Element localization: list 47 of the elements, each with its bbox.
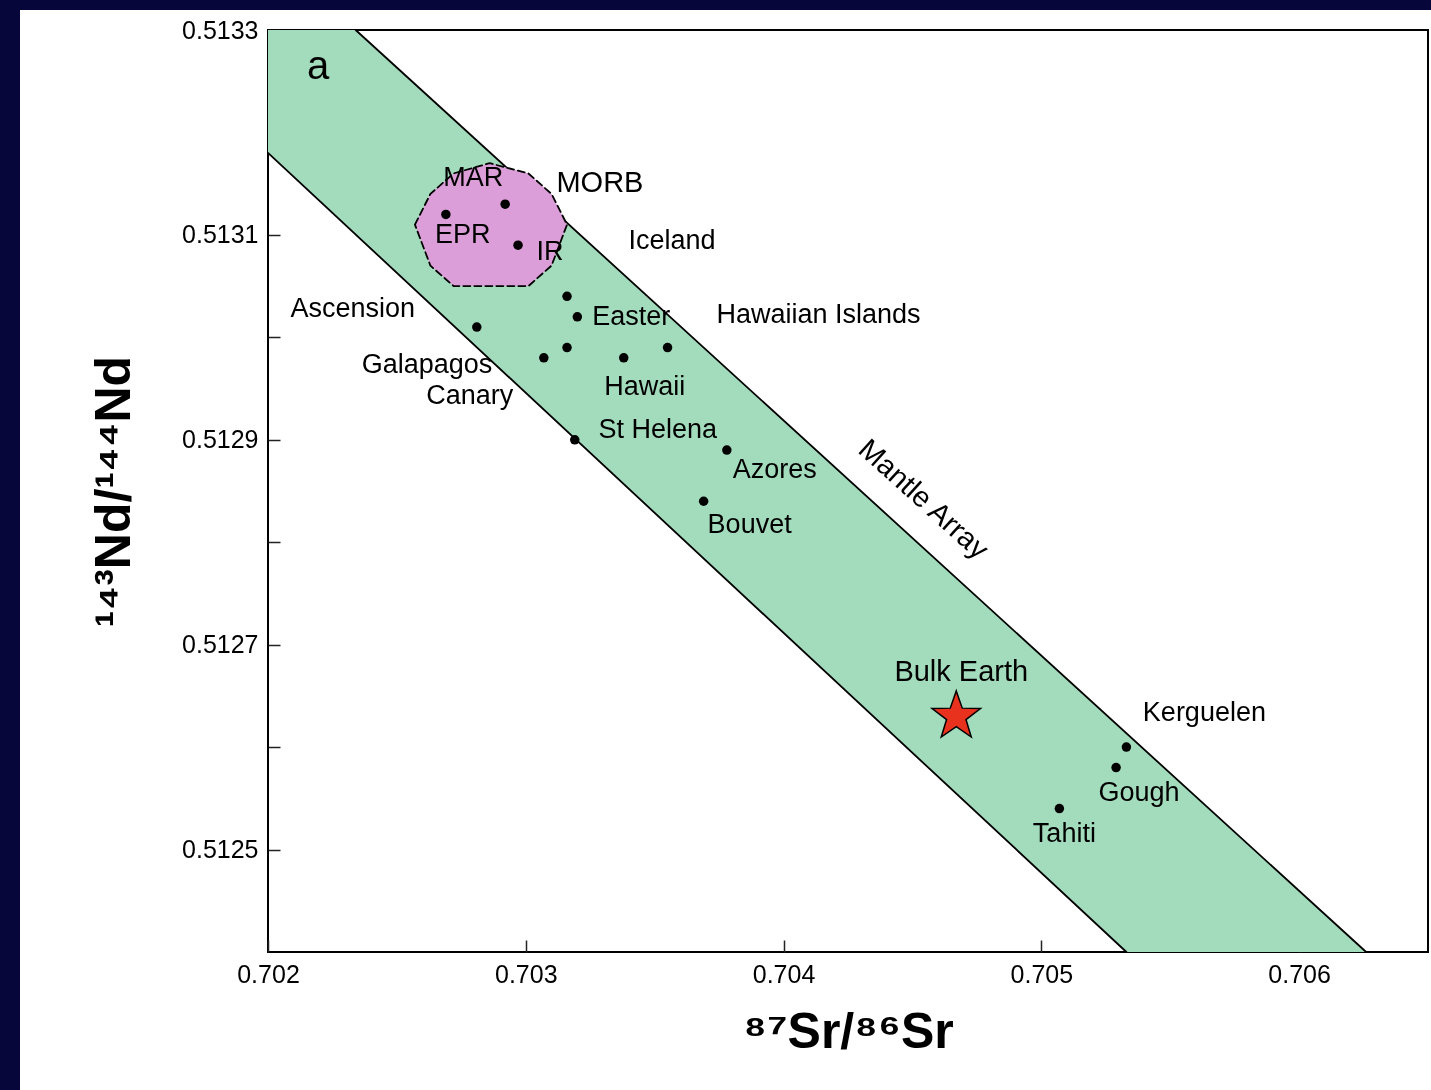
x-tick-label: 0.703 [495,959,558,988]
x-tick-label: 0.702 [237,959,300,988]
y-axis-title: ¹⁴³Nd/¹⁴⁴Nd [85,355,142,628]
annotation: Ascension [290,293,416,324]
series-label: MORB [556,165,644,198]
x-tick-label: 0.706 [1268,959,1331,988]
x-axis-title: ⁸⁷Sr/⁸⁶Sr [743,1002,954,1059]
point [562,291,572,302]
y-tick-label: 0.5131 [182,220,259,249]
annotation: Tahiti [1032,817,1096,848]
annotation: Easter [592,300,671,331]
point [570,435,580,445]
annotation: MAR [443,162,504,193]
point [1111,762,1121,773]
y-tick-label: 0.5127 [182,630,259,659]
point [572,312,583,322]
annotation: Hawaiian Islands [716,298,921,329]
x-tick-label: 0.705 [1010,959,1074,988]
x-tick-label: 0.704 [752,959,816,988]
point [539,353,549,363]
point [1121,742,1132,752]
annotation: St Helena [598,413,719,444]
annotation: Canary [426,379,514,410]
point [618,353,629,363]
point [662,342,673,353]
annotation: Hawaii [604,370,686,401]
point [500,199,510,209]
y-tick-label: 0.5133 [182,15,259,44]
annotation: a [306,43,330,87]
annotation: Bouvet [707,509,793,540]
point [698,496,709,506]
annotation: Gough [1098,776,1180,807]
point [562,342,572,353]
point [441,209,451,220]
annotation: Azores [732,454,817,485]
annotation: Kerguelen [1142,697,1266,728]
annotation: EPR [435,219,491,250]
point [513,240,523,250]
point [722,445,732,455]
annotation: Iceland [628,225,716,256]
y-tick-label: 0.5129 [182,425,259,454]
y-tick-label: 0.5125 [182,835,259,864]
annotation: IR [536,236,564,267]
point [472,322,482,332]
series-label: Bulk Earth [894,655,1029,688]
annotation: Galapagos [361,348,493,379]
point [1054,803,1065,814]
